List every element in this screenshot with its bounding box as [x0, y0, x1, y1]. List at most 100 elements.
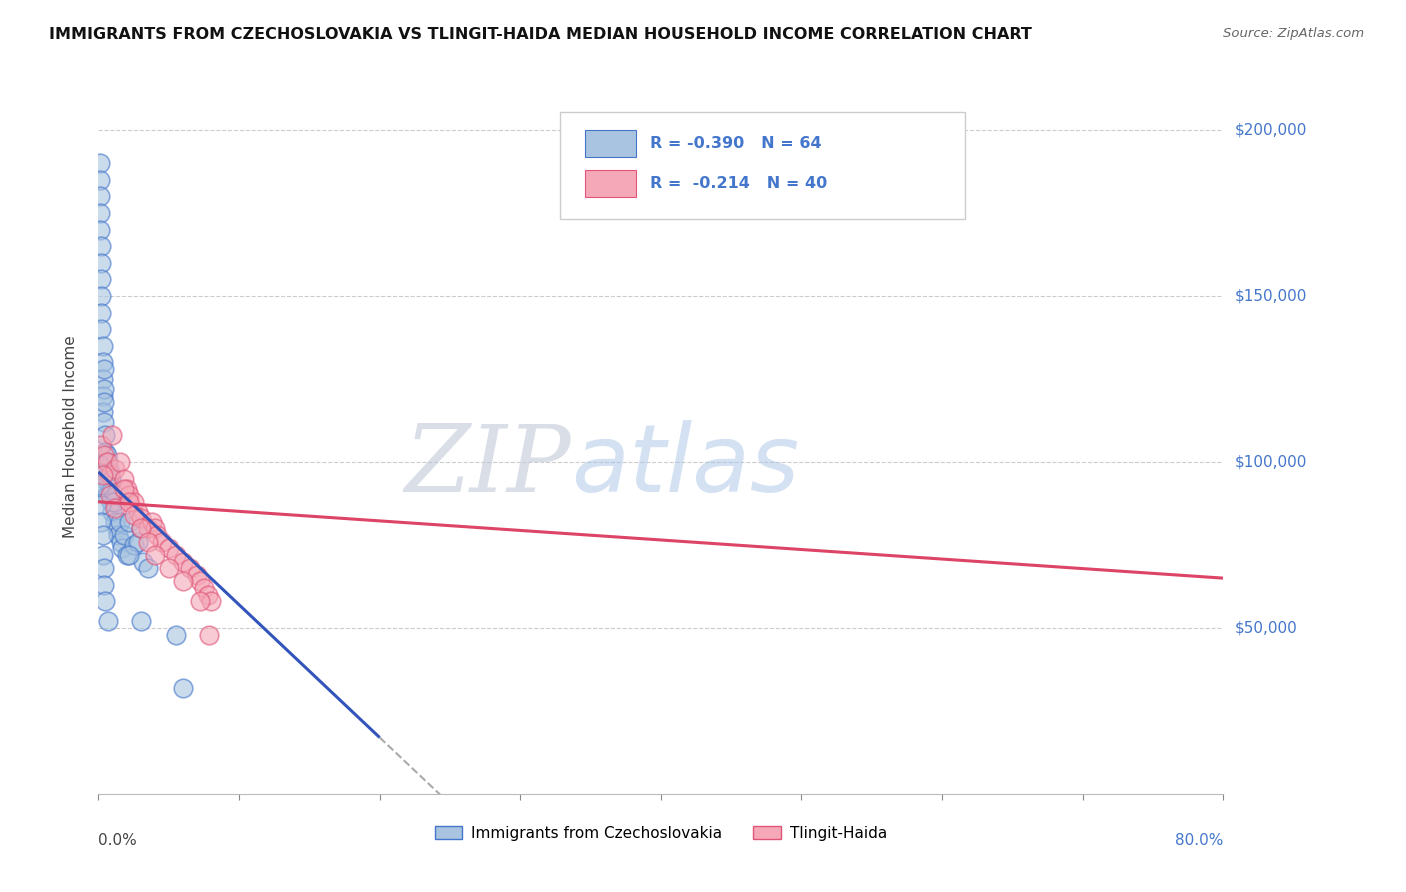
Point — [94, 478, 117, 492]
Point — [89, 156, 111, 170]
Point — [118, 495, 141, 509]
Point — [157, 541, 180, 556]
Point — [104, 515, 127, 529]
Point — [97, 615, 120, 629]
Point — [90, 239, 112, 253]
Point — [96, 488, 118, 502]
Point — [91, 528, 114, 542]
Point — [90, 272, 112, 286]
Point — [118, 488, 141, 502]
Point — [89, 173, 111, 187]
Point — [136, 561, 159, 575]
Text: $200,000: $200,000 — [1234, 122, 1306, 137]
Point — [90, 498, 112, 512]
Point — [108, 455, 131, 469]
Point — [127, 505, 149, 519]
Point — [94, 461, 117, 475]
Point — [91, 405, 114, 419]
Point — [96, 455, 118, 469]
Point — [89, 478, 111, 492]
Point — [122, 495, 145, 509]
Point — [172, 574, 194, 589]
Point — [141, 515, 163, 529]
Point — [93, 362, 115, 376]
Point — [93, 578, 115, 592]
Point — [112, 472, 135, 486]
Point — [94, 594, 117, 608]
Point — [94, 445, 117, 459]
Text: 80.0%: 80.0% — [1175, 833, 1223, 848]
Point — [93, 561, 115, 575]
Point — [118, 548, 141, 562]
Point — [118, 515, 141, 529]
Text: $50,000: $50,000 — [1234, 621, 1298, 635]
Point — [91, 339, 114, 353]
Point — [91, 388, 114, 402]
Point — [127, 534, 149, 549]
Point — [150, 534, 173, 549]
Text: Source: ZipAtlas.com: Source: ZipAtlas.com — [1223, 27, 1364, 40]
Point — [136, 534, 159, 549]
Point — [157, 561, 180, 575]
Point — [93, 395, 115, 409]
Point — [112, 528, 135, 542]
Point — [172, 681, 194, 695]
Y-axis label: Median Household Income: Median Household Income — [63, 335, 77, 539]
FancyBboxPatch shape — [585, 170, 636, 197]
Point — [104, 501, 127, 516]
Point — [104, 461, 127, 475]
Point — [90, 438, 112, 452]
Point — [105, 521, 128, 535]
Point — [165, 627, 187, 641]
Point — [165, 548, 187, 562]
Point — [111, 541, 134, 556]
Point — [100, 495, 122, 509]
Point — [91, 548, 114, 562]
Point — [122, 508, 145, 522]
Point — [96, 448, 118, 462]
Point — [188, 594, 211, 608]
Point — [89, 222, 111, 236]
Text: $150,000: $150,000 — [1234, 288, 1306, 303]
Point — [115, 482, 138, 496]
Point — [90, 515, 112, 529]
Point — [103, 495, 125, 509]
Text: atlas: atlas — [571, 420, 799, 511]
Legend: Immigrants from Czechoslovakia, Tlingit-Haida: Immigrants from Czechoslovakia, Tlingit-… — [429, 820, 893, 847]
Point — [94, 428, 117, 442]
Text: R = -0.390   N = 64: R = -0.390 N = 64 — [650, 136, 821, 151]
Point — [101, 482, 124, 496]
Point — [91, 355, 114, 369]
Point — [98, 484, 121, 499]
Point — [200, 594, 222, 608]
Point — [97, 475, 120, 489]
Point — [136, 521, 159, 535]
Point — [172, 555, 194, 569]
Point — [146, 528, 169, 542]
Point — [129, 521, 152, 535]
Point — [179, 561, 201, 575]
Point — [98, 488, 121, 502]
Point — [98, 468, 121, 483]
Text: ZIP: ZIP — [404, 421, 571, 510]
Point — [96, 468, 118, 483]
Point — [101, 428, 124, 442]
Point — [115, 548, 138, 562]
Point — [93, 448, 115, 462]
Text: R =  -0.214   N = 40: R = -0.214 N = 40 — [650, 177, 827, 191]
Point — [110, 534, 132, 549]
Point — [108, 515, 131, 529]
Point — [98, 465, 121, 479]
Point — [129, 511, 152, 525]
Point — [112, 482, 135, 496]
Point — [89, 458, 111, 473]
Point — [129, 521, 152, 535]
FancyBboxPatch shape — [560, 112, 965, 219]
Point — [143, 521, 166, 535]
Point — [93, 382, 115, 396]
Point — [198, 627, 221, 641]
Text: 0.0%: 0.0% — [98, 833, 138, 848]
Text: IMMIGRANTS FROM CZECHOSLOVAKIA VS TLINGIT-HAIDA MEDIAN HOUSEHOLD INCOME CORRELAT: IMMIGRANTS FROM CZECHOSLOVAKIA VS TLINGI… — [49, 27, 1032, 42]
Point — [97, 455, 120, 469]
Text: $100,000: $100,000 — [1234, 454, 1306, 469]
